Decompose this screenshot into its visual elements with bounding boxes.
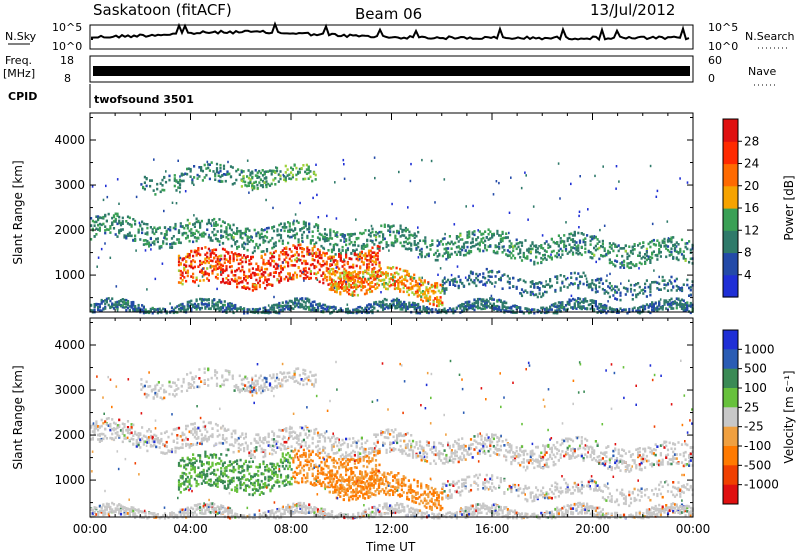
x-tick-label: 20:00	[575, 522, 610, 536]
colorbar-segment	[723, 274, 738, 298]
colorbar-segment	[723, 252, 738, 276]
colorbar-segment	[723, 349, 738, 370]
colorbar-title: Power [dB]	[782, 175, 796, 240]
y-tick-label: 3000	[54, 383, 85, 397]
nave-tick-top: 60	[708, 54, 722, 67]
colorbar-frame	[722, 329, 739, 505]
colorbar-tick-label: 8	[744, 246, 752, 260]
colorbar-tick-label: 20	[744, 179, 759, 193]
colorbar-segment	[723, 330, 738, 350]
nsky-strip: N.Sky 10^5 10^0 10^5 10^0 N.Search	[5, 21, 795, 53]
x-axis-title: Time UT	[365, 540, 416, 554]
colorbar-tick-label: 24	[744, 157, 759, 171]
colorbar-segment	[723, 484, 738, 505]
x-tick-label: 12:00	[374, 522, 409, 536]
nsky-tick-bottom: 10^0	[52, 40, 82, 53]
x-tick-label: 04:00	[173, 522, 208, 536]
colorbar-tick-label: -1000	[744, 478, 779, 492]
nsearch-label: N.Search	[745, 30, 795, 43]
colorbar-segment	[723, 230, 738, 254]
echo-cells	[90, 359, 694, 520]
colorbar-tick-label: 28	[744, 134, 759, 148]
x-tick-label: 08:00	[274, 522, 309, 536]
date-title: 13/Jul/2012	[590, 1, 675, 19]
y-tick-label: 3000	[54, 178, 85, 192]
colorbar-segment	[723, 407, 738, 428]
colorbar-segment	[723, 141, 738, 165]
nsearch-tick-top: 10^5	[708, 21, 738, 34]
x-tick-label: 00:00	[73, 522, 108, 536]
y-tick-label: 2000	[54, 223, 85, 237]
colorbar-segment	[723, 185, 738, 209]
colorbar-tick-label: 25	[744, 400, 759, 414]
power-colorbar: 4 8 12 16 20 24 28 Power [dB]	[722, 118, 796, 298]
echo-cells	[90, 156, 694, 315]
freq-strip: Freq. [MHz] 18 8 60 0 Nave	[3, 54, 776, 86]
beam-title: Beam 06	[355, 5, 422, 23]
colorbar-segment	[723, 119, 738, 142]
colorbar-segment	[723, 368, 738, 389]
colorbar-tick-label: -500	[744, 458, 771, 472]
freq-tick-top: 18	[60, 54, 74, 67]
power-panel: 1000 2000 3000 4000 Slant Range [km]	[11, 112, 694, 315]
y-tick-label: 1000	[54, 473, 85, 487]
colorbar-segment	[723, 388, 738, 408]
colorbar-tick-label: -100	[744, 439, 771, 453]
station-title: Saskatoon (fitACF)	[93, 1, 232, 19]
y-axis-title: Slant Range [km]	[11, 160, 25, 264]
y-axis-title: Slant Range [km]	[11, 365, 25, 469]
cpid-label: CPID	[8, 90, 37, 103]
colorbar-tick-label: 1000	[744, 342, 775, 356]
colorbar-tick-label: 100	[744, 381, 767, 395]
nave-tick-bottom: 0	[708, 72, 715, 85]
freq-tick-bottom: 8	[64, 72, 71, 85]
colorbar-segment	[723, 426, 738, 447]
velocity-colorbar: 1000 500 100 25 -25 -100 -500 -1000 Velocity [m …	[722, 329, 796, 505]
freq-unit: [MHz]	[3, 67, 35, 80]
x-tick-label: 00:00	[676, 522, 711, 536]
nsearch-tick-bottom: 10^0	[708, 40, 738, 53]
y-tick-label: 1000	[54, 268, 85, 282]
colorbar-segment	[723, 208, 738, 231]
colorbar-title: Velocity [m s⁻¹]	[782, 370, 796, 463]
y-tick-label: 2000	[54, 428, 85, 442]
x-tick-label: 16:00	[475, 522, 510, 536]
cpid-value: twofsound 3501	[94, 93, 194, 106]
colorbar-segment	[723, 446, 738, 466]
freq-label: Freq.	[5, 54, 32, 67]
nsky-label: N.Sky	[5, 30, 37, 43]
colorbar-tick-label: -25	[744, 420, 764, 434]
colorbar-tick-label: 4	[744, 268, 752, 282]
colorbar-segment	[723, 465, 738, 486]
velocity-panel: 1000 2000 3000 4000 00:00 04:00 08:00 12:00 16:0…	[11, 317, 711, 536]
y-tick-label: 4000	[54, 133, 85, 147]
nave-label: Nave	[748, 65, 776, 78]
colorbar-tick-label: 500	[744, 362, 767, 376]
nsky-tick-top: 10^5	[52, 21, 82, 34]
colorbar-segment	[723, 163, 738, 187]
y-tick-label: 4000	[54, 338, 85, 352]
colorbar-tick-label: 12	[744, 223, 759, 237]
colorbar-tick-label: 16	[744, 201, 759, 215]
